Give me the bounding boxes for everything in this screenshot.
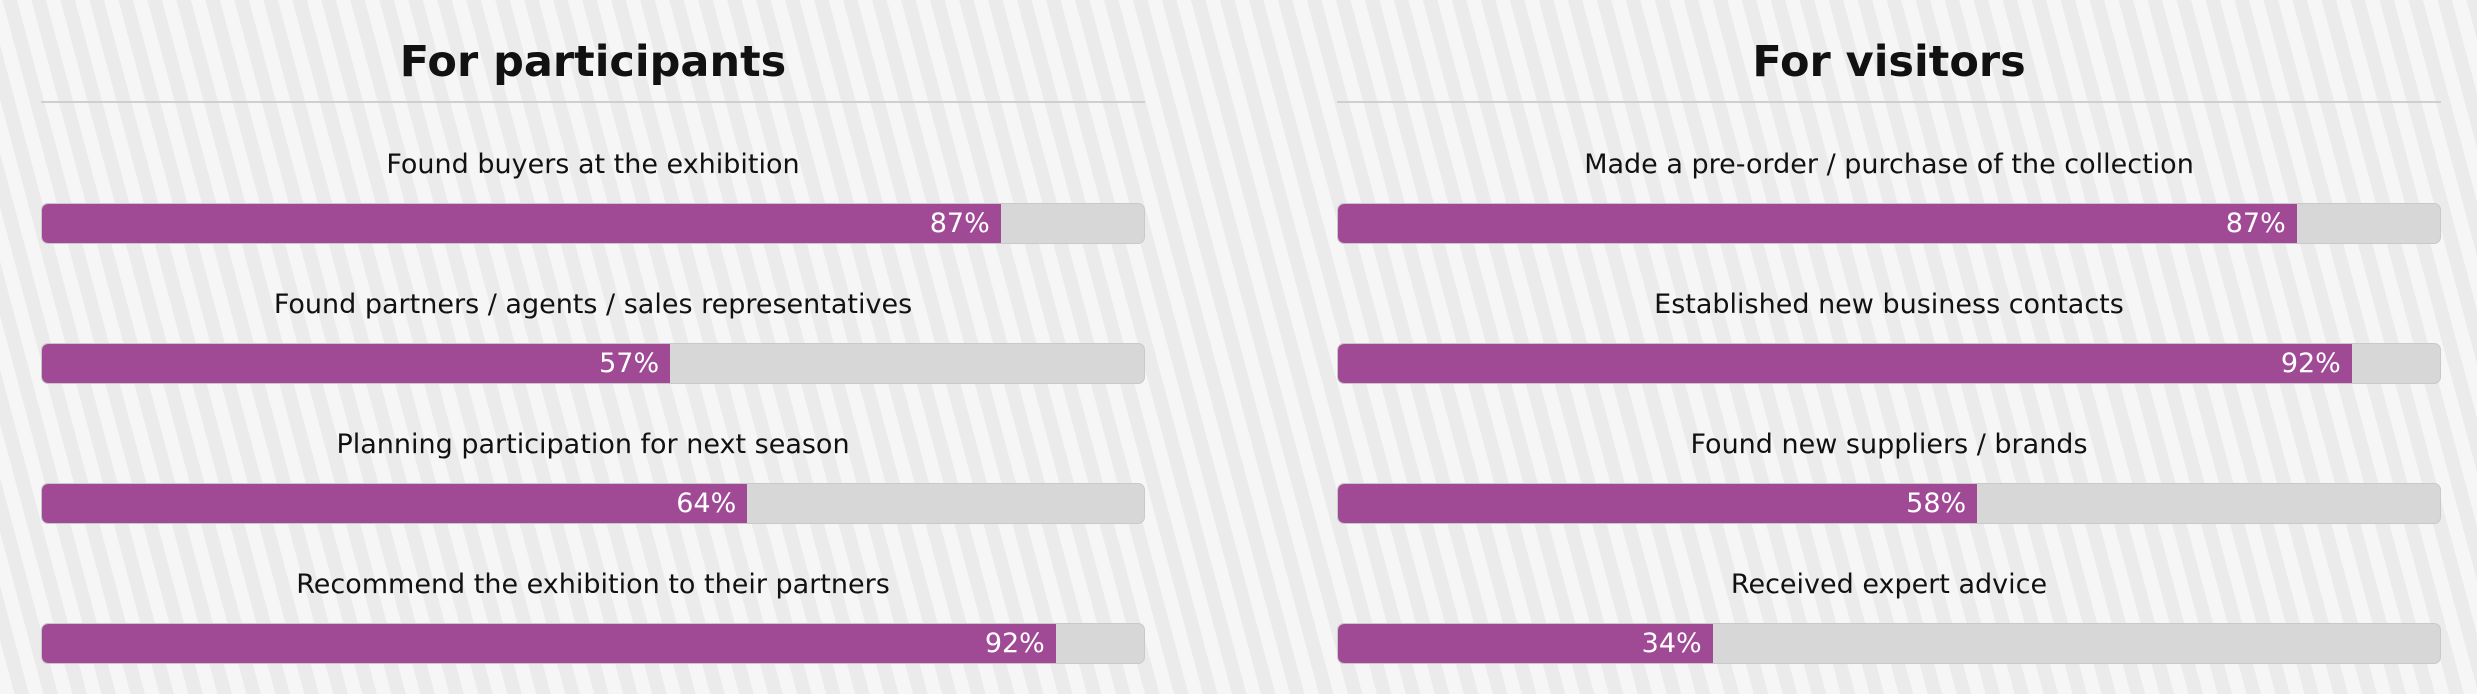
bar: 34% xyxy=(1338,624,1713,663)
stat-label: Recommend the exhibition to their partne… xyxy=(296,569,890,600)
bar-track: 87% xyxy=(41,203,1145,244)
visitors-title: For visitors xyxy=(1337,0,2441,103)
bar-track: 57% xyxy=(41,343,1145,384)
stat-row: Found partners / agents / sales represen… xyxy=(41,243,1145,384)
bar: 87% xyxy=(1338,204,2297,243)
bar: 58% xyxy=(1338,484,1978,523)
bar: 92% xyxy=(42,624,1056,663)
stat-label: Found buyers at the exhibition xyxy=(386,149,800,180)
stat-label: Made a pre-order / purchase of the colle… xyxy=(1584,149,2194,180)
stat-row: Planning participation for next season 6… xyxy=(41,383,1145,524)
bar-track: 34% xyxy=(1337,623,2441,664)
bar-value-label: 87% xyxy=(929,208,990,239)
bar-track: 87% xyxy=(1337,203,2441,244)
visitors-chart: For visitors Made a pre-order / purchase… xyxy=(1337,0,2441,664)
stat-row: Found new suppliers / brands 58% xyxy=(1337,383,2441,524)
stat-label: Received expert advice xyxy=(1730,569,2048,600)
stat-row: Recommend the exhibition to their partne… xyxy=(41,523,1145,664)
bar: 57% xyxy=(42,344,671,383)
bar: 87% xyxy=(42,204,1001,243)
bar: 92% xyxy=(1338,344,2352,383)
stat-row: Established new business contacts 92% xyxy=(1337,243,2441,384)
participants-chart: For participants Found buyers at the exh… xyxy=(41,0,1145,664)
bar-value-label: 92% xyxy=(2280,348,2341,379)
bar-value-label: 92% xyxy=(984,628,1045,659)
stat-label: Planning participation for next season xyxy=(336,429,850,460)
participants-stat-list: Found buyers at the exhibition 87% Found… xyxy=(41,103,1145,664)
bar-value-label: 64% xyxy=(676,488,737,519)
bar: 64% xyxy=(42,484,748,523)
bar-track: 64% xyxy=(41,483,1145,524)
stat-row: Received expert advice 34% xyxy=(1337,523,2441,664)
bar-track: 58% xyxy=(1337,483,2441,524)
bar-track: 92% xyxy=(1337,343,2441,384)
bar-value-label: 57% xyxy=(599,348,660,379)
stat-row: Found buyers at the exhibition 87% xyxy=(41,103,1145,244)
stat-row: Made a pre-order / purchase of the colle… xyxy=(1337,103,2441,244)
bar-value-label: 87% xyxy=(2225,208,2286,239)
stat-label: Established new business contacts xyxy=(1654,289,2124,320)
bar-track: 92% xyxy=(41,623,1145,664)
participants-title: For participants xyxy=(41,0,1145,103)
visitors-stat-list: Made a pre-order / purchase of the colle… xyxy=(1337,103,2441,664)
bar-value-label: 34% xyxy=(1641,628,1702,659)
stat-label: Found new suppliers / brands xyxy=(1690,429,2088,460)
stat-label: Found partners / agents / sales represen… xyxy=(273,289,913,320)
bar-value-label: 58% xyxy=(1906,488,1967,519)
